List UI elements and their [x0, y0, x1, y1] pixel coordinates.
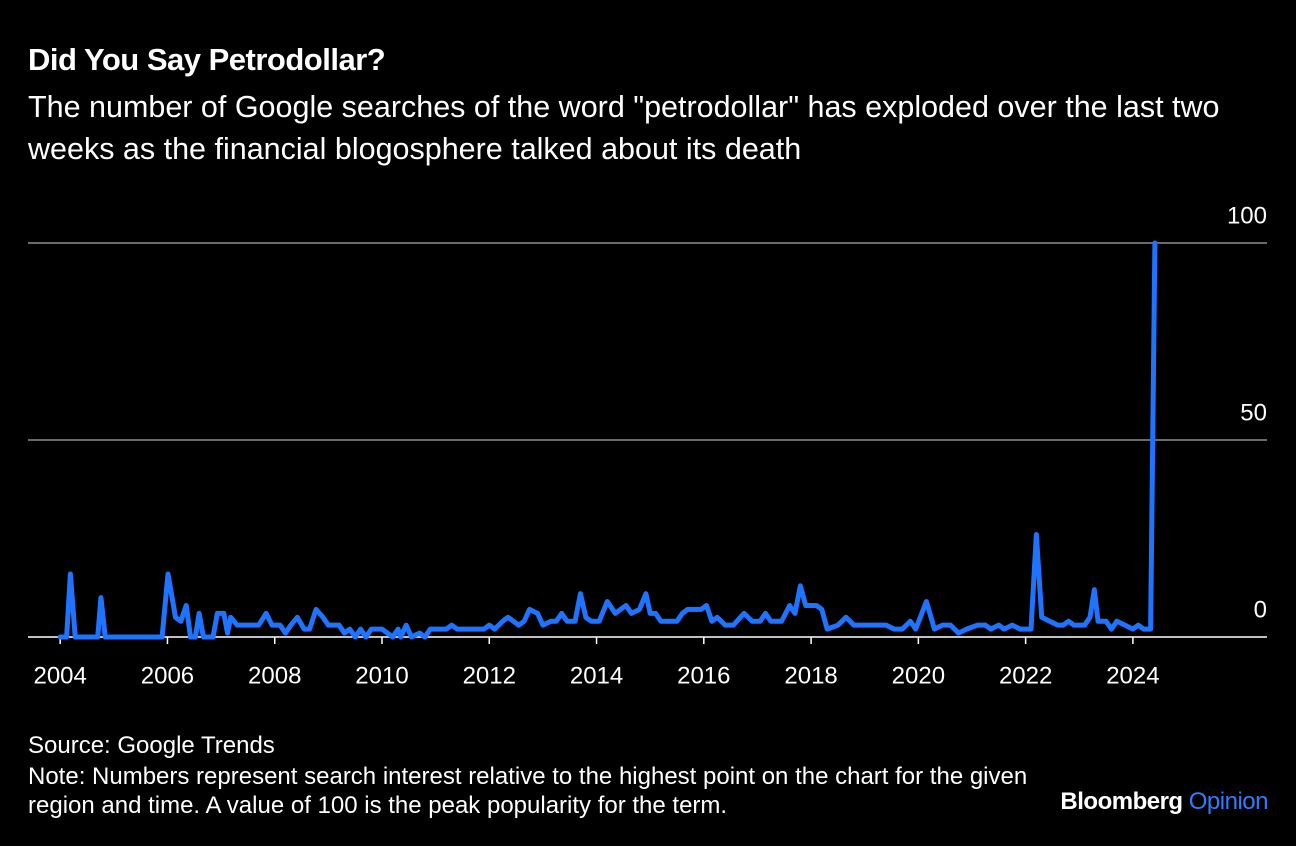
- x-tick-label: 2010: [355, 662, 408, 689]
- brand-sub: Opinion: [1188, 788, 1269, 815]
- x-tick-label: 2012: [463, 662, 516, 689]
- y-tick-label: 100: [1227, 202, 1267, 229]
- source: Source: Google Trends: [28, 732, 275, 759]
- x-tick-label: 2024: [1106, 662, 1159, 689]
- x-tick-label: 2014: [570, 662, 623, 689]
- x-tick-label: 2004: [33, 662, 86, 689]
- x-tick-label: 2016: [677, 662, 730, 689]
- x-tick-label: 2018: [784, 662, 837, 689]
- chart-subtitle: The number of Google searches of the wor…: [28, 90, 1220, 166]
- y-tick-label: 0: [1254, 596, 1267, 623]
- x-tick-label: 2006: [141, 662, 194, 689]
- data-line: [57, 240, 1158, 640]
- x-tick-label: 2022: [999, 662, 1052, 689]
- brand-name: Bloomberg: [1060, 788, 1183, 815]
- brand: Bloomberg Opinion: [1060, 788, 1268, 816]
- note: Note: Numbers represent search interest …: [28, 763, 1028, 819]
- chart-title: Did You Say Petrodollar?: [28, 42, 386, 77]
- x-tick-label: 2020: [892, 662, 945, 689]
- y-tick-label: 50: [1240, 399, 1267, 426]
- x-tick-label: 2008: [248, 662, 301, 689]
